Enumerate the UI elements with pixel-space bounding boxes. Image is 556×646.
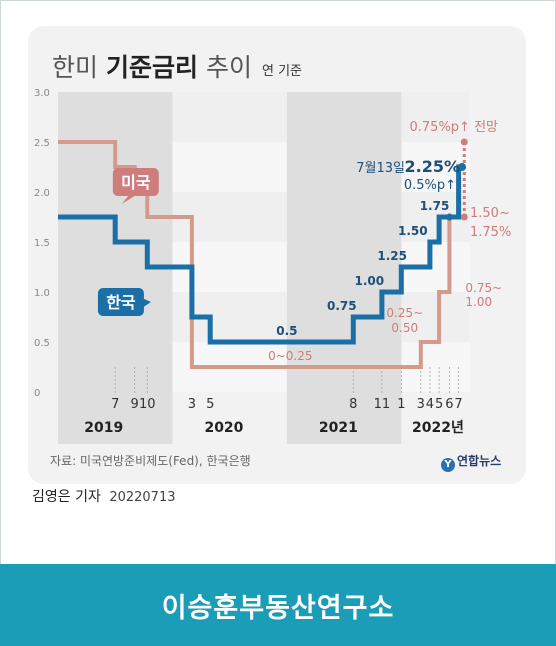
x-tick-label: 4 bbox=[426, 397, 434, 412]
us-rate-label: 1.75% bbox=[470, 225, 511, 240]
title-part-bold: 기준금리 bbox=[105, 53, 198, 82]
x-tick-label: 8 bbox=[349, 397, 357, 412]
x-tick-label: 7 bbox=[454, 397, 462, 412]
us-current-dot bbox=[460, 213, 468, 221]
yonhap-logo: Y 연합뉴스 bbox=[441, 452, 501, 472]
legend-korea-pointer bbox=[141, 298, 151, 308]
y-tick-label: 2.5 bbox=[34, 138, 50, 149]
legend-us-tag bbox=[112, 168, 159, 196]
x-tick-label: 7 bbox=[111, 397, 119, 412]
us-rate-label: 1.50~ bbox=[470, 206, 510, 221]
byline-name: 김영은 기자 bbox=[32, 489, 101, 505]
us-rate-label: 1.00 bbox=[465, 295, 492, 309]
x-tick-label: 10 bbox=[139, 397, 156, 412]
korea-rate-line bbox=[58, 164, 462, 345]
legend-korea-label: 한국 bbox=[106, 293, 136, 312]
x-tick-label: 3 bbox=[417, 397, 425, 412]
korea-callout-sub: 0.5%p↑ bbox=[404, 178, 456, 193]
source-note: 자료: 미국연방준비제도(Fed), 한국은행 bbox=[50, 454, 251, 468]
x-tick-label: 11 bbox=[374, 397, 391, 412]
y-tick-label: 3.0 bbox=[34, 88, 50, 99]
year-label: 2019 bbox=[84, 420, 123, 436]
legend-us-label: 미국 bbox=[121, 173, 151, 192]
x-tick-label: 3 bbox=[188, 397, 196, 412]
y-tick-label: 0 bbox=[34, 388, 40, 399]
us-rate-label: 0~0.25 bbox=[268, 349, 312, 363]
title-part-2: 추이 bbox=[205, 53, 252, 82]
korea-callout-value: 2.25% bbox=[404, 157, 460, 176]
us-rate-label: 0.50 bbox=[391, 321, 418, 335]
x-tick-label: 6 bbox=[445, 397, 453, 412]
byline: 김영은 기자 20220713 bbox=[32, 486, 175, 506]
korea-rate-label: 1.25 bbox=[377, 249, 407, 263]
x-tick-label: 9 bbox=[131, 397, 139, 412]
korea-rate-label: 1.50 bbox=[398, 224, 428, 238]
footer-banner: 이승훈부동산연구소 bbox=[0, 564, 556, 646]
year-label: 2022년 bbox=[412, 420, 464, 436]
x-tick-label: 1 bbox=[397, 397, 405, 412]
us-projection-label: 0.75%p↑ 전망 bbox=[410, 120, 499, 135]
y-tick-label: 2.0 bbox=[34, 188, 50, 199]
byline-date: 20220713 bbox=[109, 490, 176, 505]
legend-korea-tag bbox=[97, 288, 144, 316]
us-projection-dot bbox=[460, 138, 468, 146]
x-tick-label: 5 bbox=[435, 397, 443, 412]
year-label: 2020 bbox=[204, 420, 243, 436]
year-shade-2021 bbox=[286, 92, 402, 444]
y-tick-label: 1.5 bbox=[34, 238, 50, 249]
y-tick-label: 1.0 bbox=[34, 288, 50, 299]
us-rate-label: 0.25~ bbox=[386, 306, 423, 320]
korea-rate-label: 0.75 bbox=[327, 299, 357, 313]
korea-rate-label: 1.00 bbox=[354, 274, 384, 288]
yonhap-logo-icon: Y bbox=[441, 458, 455, 472]
year-label: 2021 bbox=[319, 420, 358, 436]
x-tick-label: 5 bbox=[206, 397, 214, 412]
y-tick-label: 0.5 bbox=[34, 338, 50, 349]
chart-title: 한미 기준금리 추이 bbox=[52, 48, 252, 84]
korea-rate-label: 0.5 bbox=[276, 324, 297, 338]
logo-text: 연합뉴스 bbox=[457, 454, 502, 468]
unit-label: 연 기준 bbox=[262, 64, 303, 79]
banner-text: 이승훈부동산연구소 bbox=[161, 593, 395, 624]
us-rate-label: 0.75~ bbox=[465, 281, 502, 295]
korea-callout-date: 7월13일 bbox=[356, 161, 405, 176]
korea-step-dot bbox=[445, 213, 453, 221]
legend-us-pointer bbox=[121, 194, 138, 204]
korea-current-dot bbox=[457, 163, 466, 171]
korea-rate-label: 1.75 bbox=[420, 199, 450, 213]
title-part-1: 한미 bbox=[52, 53, 99, 82]
